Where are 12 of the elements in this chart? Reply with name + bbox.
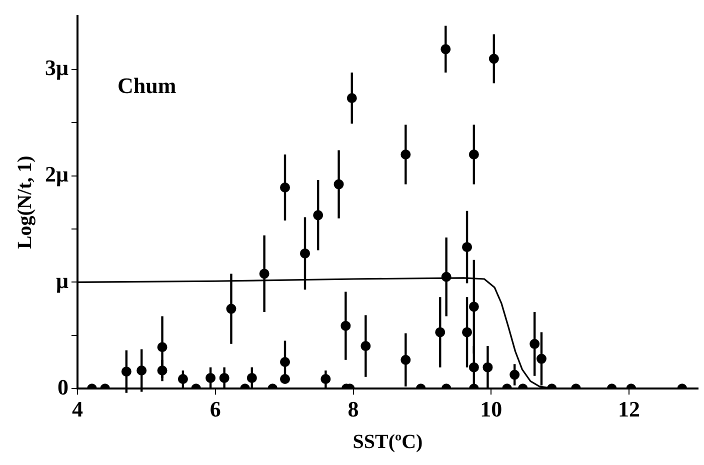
x-tick-label: 4	[72, 396, 83, 422]
x-tick-label: 10	[480, 396, 502, 422]
x-tick-label: 8	[348, 396, 359, 422]
x-tick-label: 12	[618, 396, 640, 422]
x-tick-label: 6	[210, 396, 221, 422]
y-axis-title: Log(N/t, 1)	[14, 156, 36, 250]
x-axis-title: SST(ºC)	[352, 431, 423, 454]
y-tick-label: μ	[56, 268, 69, 293]
y-tick-label: 2μ	[44, 161, 69, 186]
y-tick-label: 3μ	[44, 55, 69, 80]
y-tick-label: 0	[57, 374, 68, 400]
annotation: Chum	[117, 72, 176, 98]
